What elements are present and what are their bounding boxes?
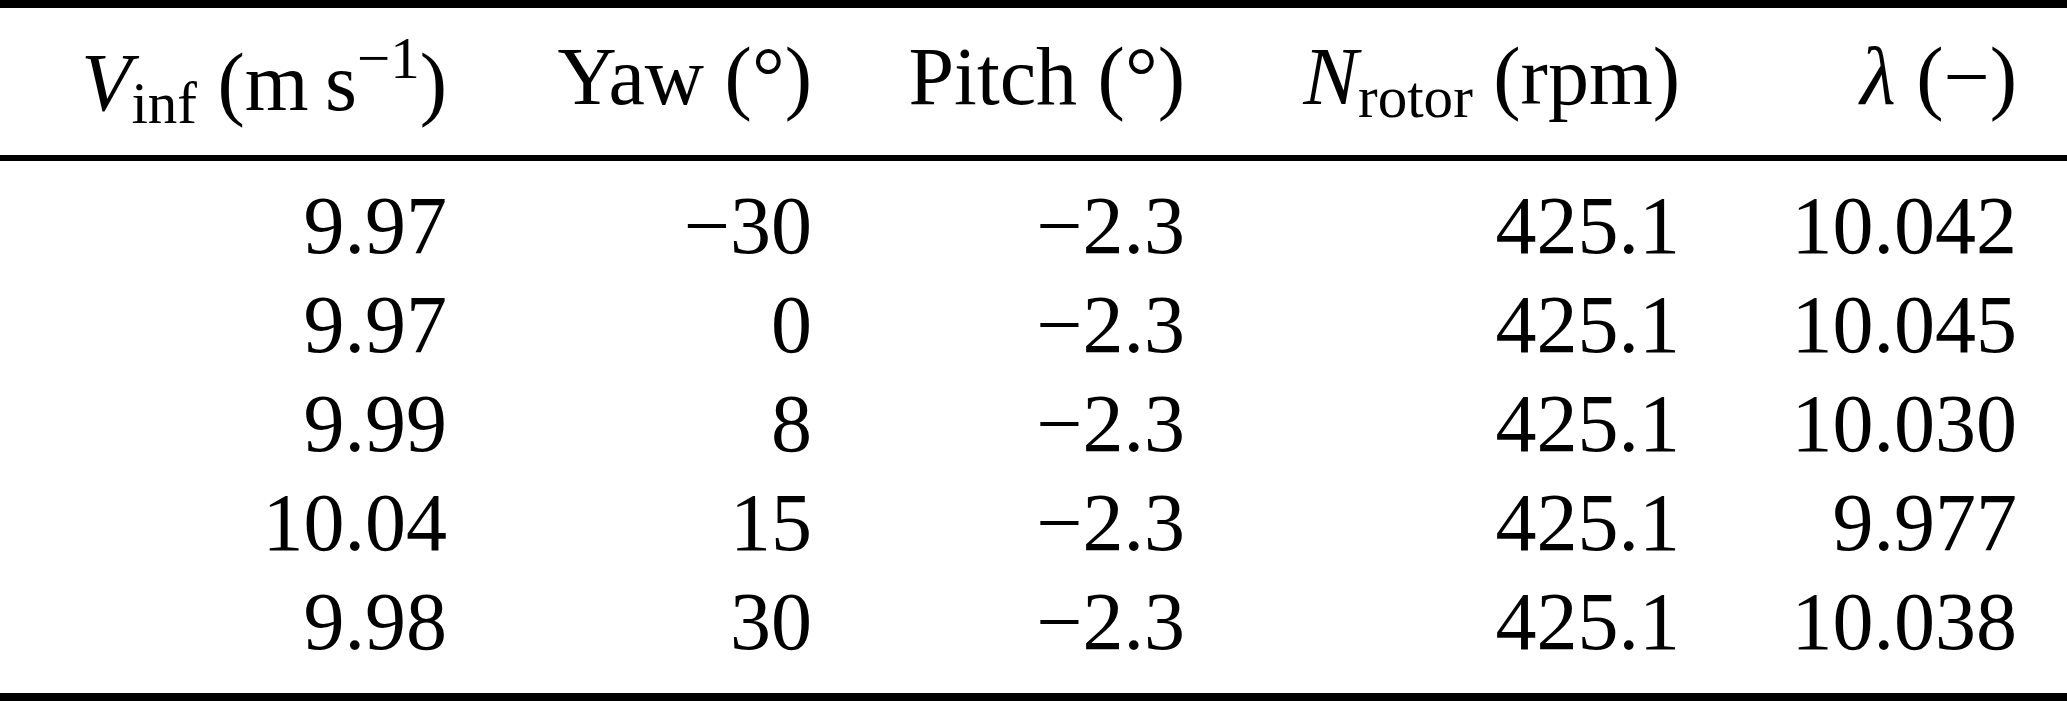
- column-header-lambda: λ (−): [1680, 36, 2067, 127]
- header-symbol: V: [81, 38, 131, 129]
- table-row: 9.97 0 −2.3 425.1 10.045: [0, 275, 2067, 374]
- table-row: 10.04 15 −2.3 425.1 9.977: [0, 473, 2067, 572]
- table-cell-n-rotor: 425.1: [1185, 482, 1680, 564]
- table-cell-n-rotor: 425.1: [1185, 383, 1680, 465]
- table-top-rule: [0, 0, 2067, 8]
- table-cell-v-inf: 9.97: [0, 185, 447, 267]
- column-header-pitch: Pitch (°): [812, 36, 1185, 127]
- table-cell-lambda: 10.038: [1680, 581, 2067, 663]
- table-cell-yaw: 15: [447, 482, 812, 564]
- header-subscript: inf: [131, 71, 197, 137]
- table-bottom-rule: [0, 693, 2067, 701]
- header-subscript: rotor: [1358, 64, 1473, 130]
- table-cell-yaw: 30: [447, 581, 812, 663]
- table-cell-lambda: 10.030: [1680, 383, 2067, 465]
- table-cell-yaw: 0: [447, 284, 812, 366]
- header-unit: (m s: [197, 38, 357, 129]
- table-cell-n-rotor: 425.1: [1185, 284, 1680, 366]
- header-unit: (−): [1896, 31, 2017, 122]
- table-row: 9.98 30 −2.3 425.1 10.038: [0, 572, 2067, 671]
- paper-table: Vinf (m s−1) Yaw (°) Pitch (°) Nrotor (r…: [0, 0, 2067, 701]
- column-header-v-inf: Vinf (m s−1): [0, 29, 447, 134]
- table-cell-v-inf: 9.99: [0, 383, 447, 465]
- table-cell-pitch: −2.3: [812, 383, 1185, 465]
- table-cell-pitch: −2.3: [812, 581, 1185, 663]
- header-unit-close: ): [420, 38, 447, 129]
- table-cell-n-rotor: 425.1: [1185, 185, 1680, 267]
- table-cell-v-inf: 10.04: [0, 482, 447, 564]
- header-unit: (rpm): [1473, 31, 1680, 122]
- table-body: 9.97 −30 −2.3 425.1 10.042 9.97 0 −2.3 4…: [0, 161, 2067, 693]
- table-cell-v-inf: 9.98: [0, 581, 447, 663]
- table-row: 9.99 8 −2.3 425.1 10.030: [0, 374, 2067, 473]
- header-symbol: Yaw: [557, 31, 704, 122]
- table-cell-yaw: 8: [447, 383, 812, 465]
- header-superscript: −1: [357, 25, 420, 91]
- header-symbol: N: [1303, 31, 1358, 122]
- column-header-n-rotor: Nrotor (rpm): [1185, 36, 1680, 127]
- header-unit: (°): [704, 31, 812, 122]
- header-symbol: λ: [1860, 31, 1896, 122]
- table-row: 9.97 −30 −2.3 425.1 10.042: [0, 176, 2067, 275]
- table-cell-pitch: −2.3: [812, 482, 1185, 564]
- table-cell-n-rotor: 425.1: [1185, 581, 1680, 663]
- table-cell-lambda: 10.045: [1680, 284, 2067, 366]
- table-cell-lambda: 10.042: [1680, 185, 2067, 267]
- header-unit: (°): [1077, 31, 1185, 122]
- table-cell-lambda: 9.977: [1680, 482, 2067, 564]
- header-symbol: Pitch: [909, 31, 1078, 122]
- table-cell-yaw: −30: [447, 185, 812, 267]
- table-cell-pitch: −2.3: [812, 284, 1185, 366]
- column-header-yaw: Yaw (°): [447, 36, 812, 127]
- table-header-row: Vinf (m s−1) Yaw (°) Pitch (°) Nrotor (r…: [0, 8, 2067, 155]
- table-cell-pitch: −2.3: [812, 185, 1185, 267]
- table-cell-v-inf: 9.97: [0, 284, 447, 366]
